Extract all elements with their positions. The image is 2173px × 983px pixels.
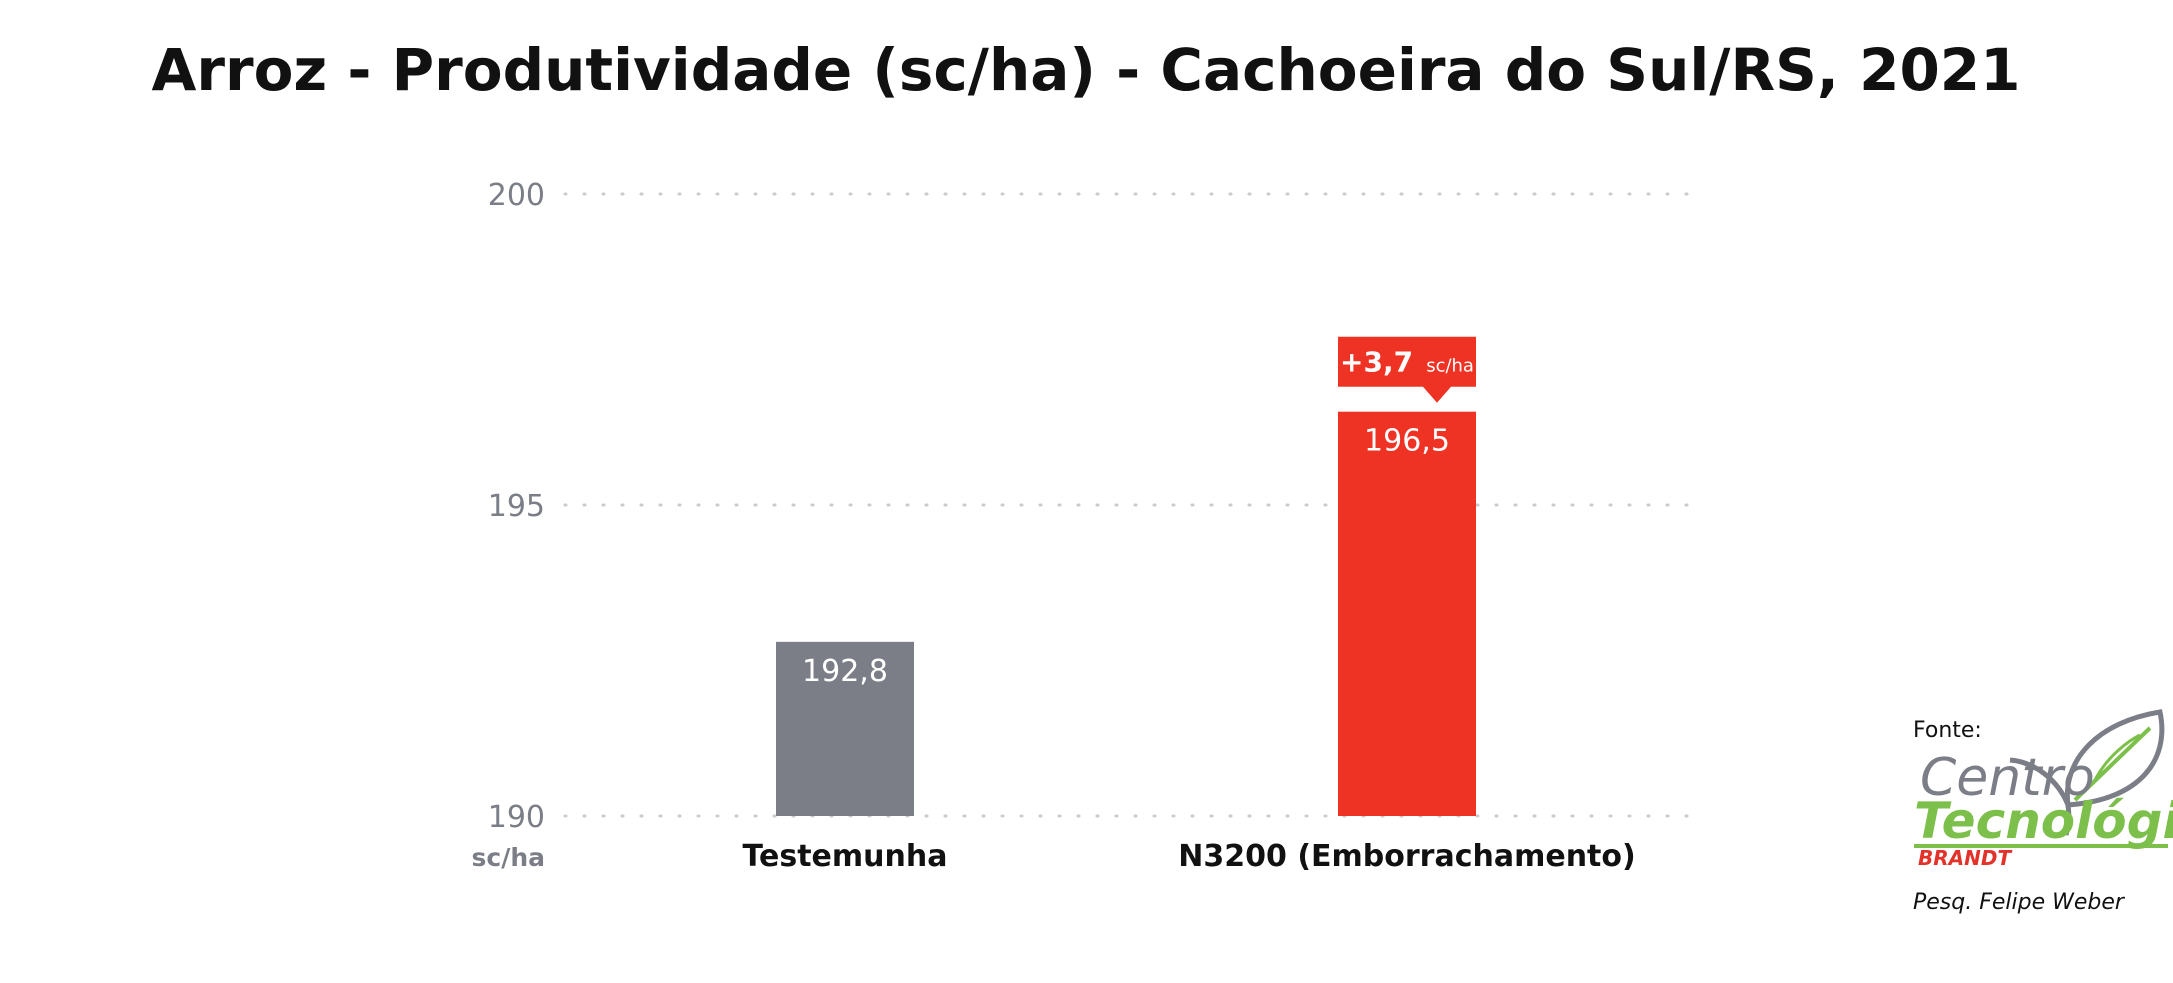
bar — [776, 641, 914, 816]
chart-title: Arroz - Produtividade (sc/ha) - Cachoeir… — [151, 36, 2020, 104]
grid: 190 195 200 — [488, 178, 1692, 835]
x-tick-label: N3200 (Emborrachamento) — [1178, 839, 1635, 874]
badge-unit: sc/ha — [1426, 356, 1474, 377]
y-axis-unit: sc/ha — [472, 843, 546, 872]
leaf-icon — [2009, 709, 2165, 836]
logo-centro: Centro — [1920, 748, 2095, 808]
badge-shape — [1338, 336, 1476, 403]
y-tick-label: 200 — [488, 178, 545, 213]
x-tick-label: Testemunha — [743, 839, 948, 874]
badge-value: +3,7 — [1340, 346, 1413, 379]
logo-tecnologico: Tecnológico — [1914, 792, 2173, 850]
difference-badge: +3,7 sc/ha — [1338, 336, 1476, 403]
source-label: Fonte: — [1913, 718, 1982, 743]
bar — [1338, 411, 1476, 816]
logo-brandt: BRANDT — [1918, 846, 2012, 870]
y-tick-label: 190 — [488, 800, 545, 835]
data-label: 196,5 — [1364, 424, 1450, 459]
badge-text: +3,7 sc/ha — [1340, 346, 1474, 379]
y-tick-label: 195 — [488, 489, 545, 524]
data-label: 192,8 — [802, 654, 888, 689]
source-block: Fonte: Centro Tecnológico BRANDT Pesq. F… — [1913, 709, 2173, 915]
researcher-credit: Pesq. Felipe Weber — [1913, 890, 2126, 915]
bars: 192,8 Testemunha 196,5 N3200 (Emborrachamen… — [743, 411, 1636, 874]
